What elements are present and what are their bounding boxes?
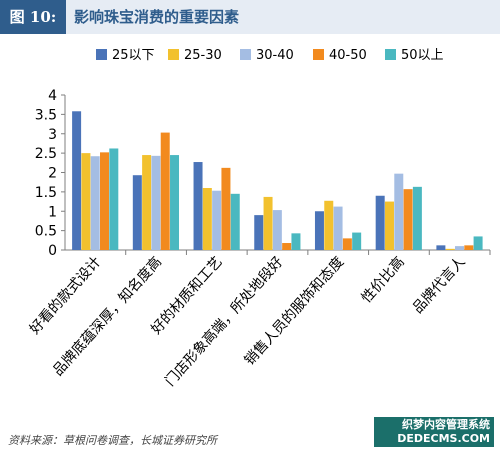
x-tick-label: 销售人员的服饰和态度 [242,254,348,369]
y-tick-label: 1.5 [35,185,57,201]
legend-swatch [240,49,251,60]
y-tick-label: 3 [48,127,57,143]
y-tick-label: 0 [48,243,57,259]
bar [230,193,240,250]
bar [324,200,334,250]
bar [412,186,422,250]
bar [291,233,301,250]
y-tick-label: 1 [48,204,57,220]
bar [109,148,119,250]
bar [151,155,161,250]
legend-swatch [96,49,107,60]
legend-swatch [168,49,179,60]
bar [272,210,282,250]
legend-label: 40-50 [329,48,367,63]
bar [314,211,324,250]
bar [160,132,170,250]
bar [202,188,212,250]
legend-label: 25以下 [112,48,155,63]
x-tick-label: 性价比高 [358,253,408,306]
bar [282,243,292,250]
legend-label: 25-30 [184,48,222,63]
bar [132,175,142,250]
figure-title: 影响珠宝消费的重要因素 [74,8,240,26]
bar [454,246,464,250]
bar [394,173,404,250]
bar [342,238,352,250]
watermark: 织梦内容管理系统 DEDECMS.COM [374,417,494,447]
bar [254,215,264,250]
legend-label: 50以上 [401,48,444,63]
bar [221,167,231,250]
bar [142,155,152,250]
bar [436,245,446,250]
bar [333,206,343,250]
bar [72,111,82,251]
bar [100,152,110,250]
bar [464,245,474,250]
watermark-line-1: 织梦内容管理系统 [402,418,490,431]
legend-swatch [385,49,396,60]
bar [473,236,483,250]
x-tick-label: 门店形象高端，所处地段好 [161,253,286,389]
bar [90,156,100,250]
bar [170,155,180,250]
bar [445,248,455,250]
y-tick-label: 2.5 [35,146,57,162]
figure-number: 图 10: [0,0,66,34]
y-tick-label: 2 [48,166,57,182]
bar [384,201,394,250]
y-tick-label: 0.5 [35,224,57,240]
bar [375,195,385,250]
bar [403,189,413,250]
bar [263,196,273,250]
y-tick-label: 4 [48,88,57,104]
legend-swatch [313,49,324,60]
y-tick-label: 3.5 [35,107,57,123]
watermark-line-2: DEDECMS.COM [397,432,490,445]
bar [81,153,91,250]
bar [193,162,203,250]
bar [212,190,222,250]
x-tick-label: 品牌代言人 [409,253,468,316]
bar-chart: 25以下 25-30 30-40 40-50 50以上 0 0.5 1 1.5 2 2.5 3 3.5 4… [27,48,491,390]
figure-header: 图 10: 影响珠宝消费的重要因素 [0,0,500,34]
bar [352,232,362,250]
source-note: 资料来源：草根问卷调查，长城证券研究所 [8,434,217,447]
legend-label: 30-40 [256,48,294,63]
x-tick-label: 品牌底蕴深厚，知名度高 [49,253,165,379]
